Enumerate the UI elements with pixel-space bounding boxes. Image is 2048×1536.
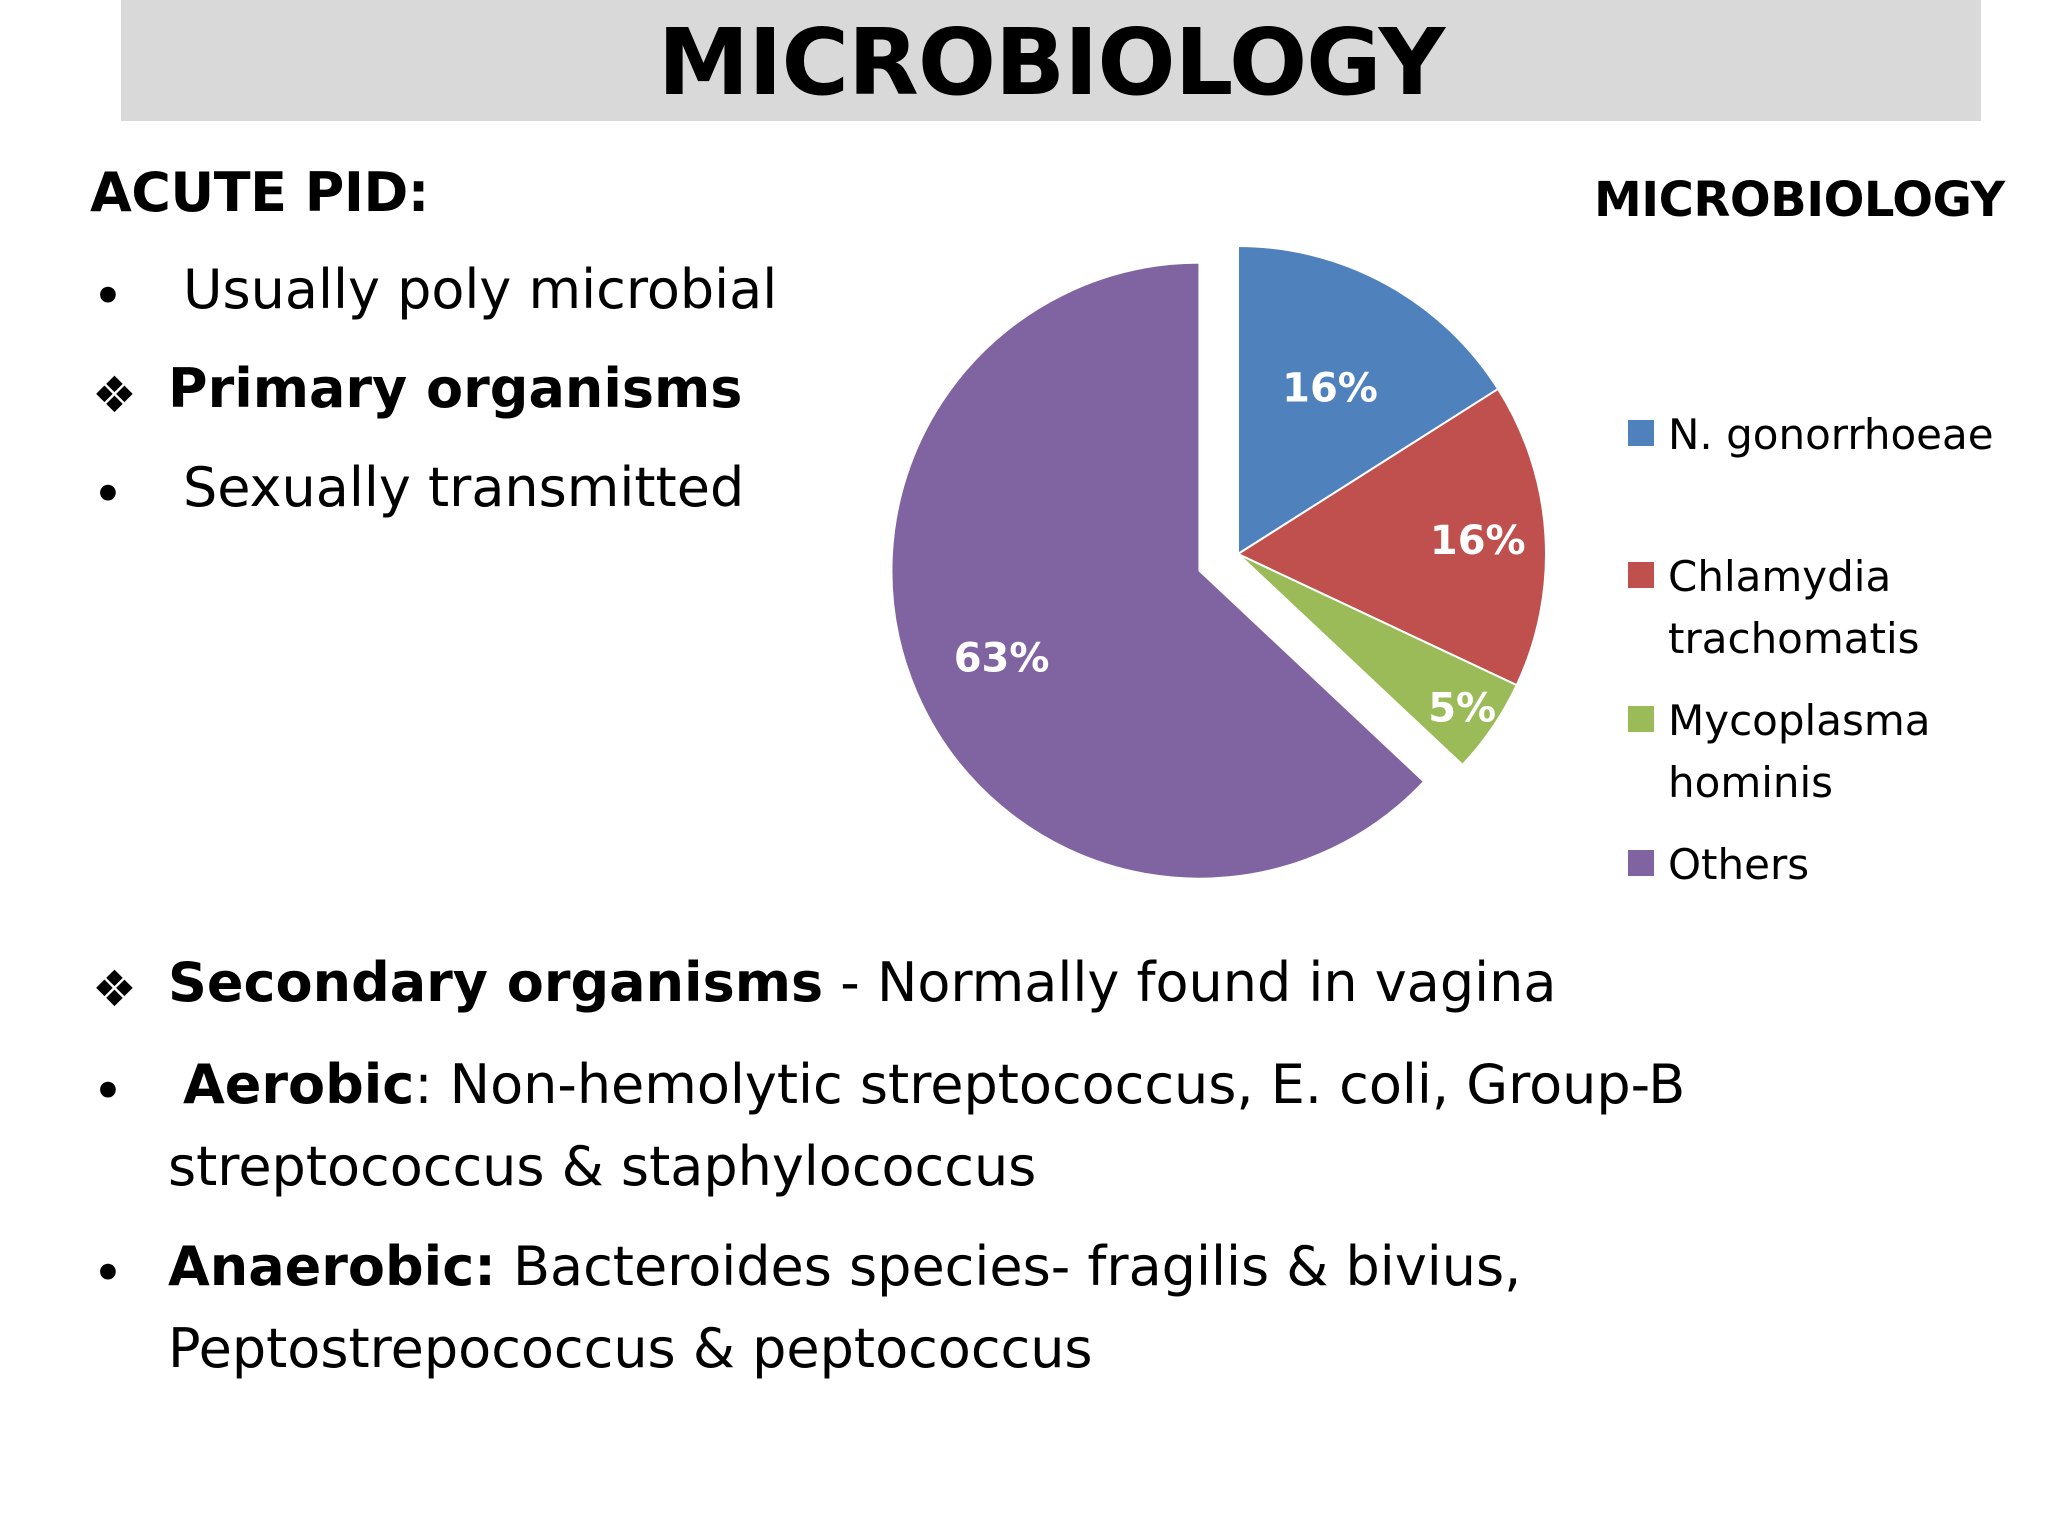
- pie-slice-mycoplasma-hominis: [1237, 553, 1519, 767]
- secondary-organisms-heading: Secondary organisms: [168, 951, 824, 1014]
- anaerobic-line-1: Anaerobic: Bacteroides species- fragilis…: [168, 1240, 1521, 1294]
- aerobic-line-2: streptococcus & staphylococcus: [168, 1135, 1037, 1198]
- chart-title: MICROBIOLOGY: [1594, 172, 2005, 228]
- anaerobic-organisms: Bacteroides species- fragilis & bivius,: [495, 1235, 1522, 1298]
- diamond-bullet-icon: ❖: [92, 366, 137, 424]
- pie-data-label: 5%: [1428, 685, 1496, 731]
- anaerobic-label: Anaerobic:: [168, 1235, 496, 1298]
- legend-label: Others: [1668, 840, 1810, 889]
- pie-data-label: 63%: [954, 635, 1050, 681]
- legend-item: N. gonorrhoeae: [1628, 404, 2008, 466]
- secondary-organisms-line: Secondary organisms - Normally found in …: [168, 956, 1556, 1010]
- slide-title: MICROBIOLOGY: [657, 8, 1446, 116]
- aerobic-organisms: : Non-hemolytic streptococcus, E. coli, …: [414, 1053, 1686, 1116]
- sexually-transmitted-text: Sexually transmitted: [183, 456, 745, 519]
- acute-pid-heading: ACUTE PID:: [90, 161, 429, 224]
- aerobic-label: Aerobic: [183, 1053, 415, 1116]
- pie-slice-others: [890, 261, 1426, 880]
- legend-item: Mycoplasma hominis: [1628, 690, 2008, 814]
- legend-label: Mycoplasma hominis: [1668, 696, 1931, 807]
- anaerobic-line-2: Peptostrepococcus & peptococcus: [168, 1317, 1093, 1380]
- bullet-icon: •: [92, 265, 124, 328]
- bullet-icon: •: [92, 1060, 124, 1123]
- title-bar: MICROBIOLOGY: [121, 0, 1981, 121]
- bullet-icon: •: [92, 463, 124, 526]
- poly-microbial-text: Usually poly microbial: [183, 258, 778, 321]
- legend-swatch: [1628, 706, 1654, 732]
- secondary-organisms-desc: - Normally found in vagina: [823, 951, 1557, 1014]
- diamond-bullet-icon: ❖: [92, 960, 137, 1018]
- legend-item: Others: [1628, 834, 2008, 896]
- legend-item: Chlamydia trachomatis: [1628, 546, 2008, 670]
- legend-swatch: [1628, 420, 1654, 446]
- primary-organisms-heading: Primary organisms: [168, 357, 743, 420]
- aerobic-line-1: Aerobic: Non-hemolytic streptococcus, E.…: [183, 1058, 1685, 1112]
- legend-label: N. gonorrhoeae: [1668, 410, 1994, 459]
- legend-label: Chlamydia trachomatis: [1668, 552, 1920, 663]
- bullet-icon: •: [92, 1242, 124, 1305]
- pie-slice-n-gonorrhoeae: [1237, 244, 1500, 556]
- pie-data-label: 16%: [1430, 518, 1526, 564]
- pie-slice-chlamydia-trachomatis: [1235, 387, 1547, 687]
- legend-swatch: [1628, 850, 1654, 876]
- legend-swatch: [1628, 562, 1654, 588]
- pie-data-label: 16%: [1282, 366, 1378, 412]
